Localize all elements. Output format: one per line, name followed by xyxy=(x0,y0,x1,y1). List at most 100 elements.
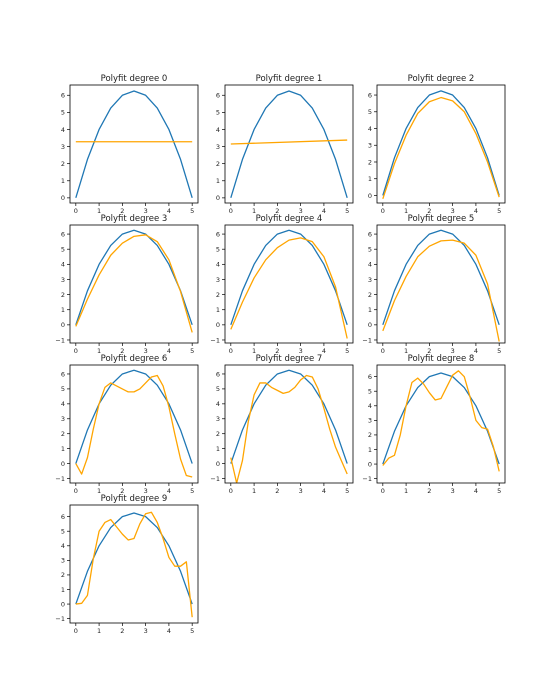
axes-frame xyxy=(376,364,506,484)
axes-frame xyxy=(224,364,354,484)
x-tick-label: 1 xyxy=(252,347,256,355)
x-tick-label: 5 xyxy=(345,347,349,355)
x-tick-label: 5 xyxy=(497,487,501,495)
x-tick-label: 4 xyxy=(167,207,171,215)
x-tick-label: 1 xyxy=(404,347,408,355)
x-tick-label: 4 xyxy=(474,347,478,355)
y-tick-label: 5 xyxy=(368,246,372,254)
polyfit-line xyxy=(75,374,193,478)
x-tick-label: 0 xyxy=(74,347,78,355)
y-tick-label: 0 xyxy=(216,194,220,202)
subplot-0: Polyfit degree 0 0 1 2 3 4 5 0 1 2 3 4 5 6 xyxy=(61,74,199,215)
true-curve-line xyxy=(75,369,193,464)
subplot-title: Polyfit degree 1 xyxy=(256,74,323,84)
y-tick-label: 3 xyxy=(368,417,372,425)
true-curve-line xyxy=(230,229,348,326)
y-tick-label: 2 xyxy=(368,431,372,439)
y-tick-label: 4 xyxy=(61,261,65,269)
y-tick-label: 6 xyxy=(61,370,65,378)
y-tick-label: −1 xyxy=(362,336,372,344)
subplot-1: Polyfit degree 1 0 1 2 3 4 5 0 1 2 3 4 5 6 xyxy=(216,74,354,215)
y-tick-label: 2 xyxy=(216,430,220,438)
true-curve-line xyxy=(382,372,500,465)
axes-frame xyxy=(69,224,199,344)
x-tick-label: 5 xyxy=(190,347,194,355)
y-tick-label: 6 xyxy=(61,230,65,238)
subplot-5: Polyfit degree 5 0 1 2 3 4 5 −1 0 1 2 3 4 5 6 xyxy=(362,214,506,355)
y-tick-label: 6 xyxy=(216,230,220,238)
true-curve-line xyxy=(382,229,500,326)
x-tick-label: 2 xyxy=(275,347,279,355)
y-tick-label: 5 xyxy=(61,109,65,117)
x-tick-label: 2 xyxy=(427,347,431,355)
axes-frame xyxy=(224,84,354,204)
y-tick-label: −1 xyxy=(55,336,65,344)
y-tick-label: 4 xyxy=(216,261,220,269)
axes-frame xyxy=(376,224,506,344)
x-tick-label: 2 xyxy=(275,207,279,215)
y-tick-label: 1 xyxy=(216,177,220,185)
y-tick-label: 6 xyxy=(368,91,372,99)
polyfit-line xyxy=(75,234,193,333)
x-tick-label: 2 xyxy=(120,487,124,495)
axes-frame xyxy=(376,84,506,204)
x-tick-label: 0 xyxy=(381,487,385,495)
y-tick-label: 3 xyxy=(216,415,220,423)
y-tick-label: 4 xyxy=(61,126,65,134)
axes-frame xyxy=(224,224,354,344)
y-tick-label: 0 xyxy=(216,321,220,329)
x-tick-label: 3 xyxy=(451,347,455,355)
x-tick-label: 5 xyxy=(345,207,349,215)
polyfit-line xyxy=(230,237,348,339)
y-tick-label: 1 xyxy=(368,306,372,314)
x-tick-label: 2 xyxy=(427,207,431,215)
x-tick-label: 4 xyxy=(167,487,171,495)
y-tick-label: 1 xyxy=(61,177,65,185)
x-tick-label: 0 xyxy=(74,207,78,215)
x-tick-label: 1 xyxy=(252,487,256,495)
y-tick-label: 0 xyxy=(368,321,372,329)
subplot-title: Polyfit degree 6 xyxy=(101,354,168,364)
axes-frame xyxy=(69,364,199,484)
y-tick-label: 6 xyxy=(368,373,372,381)
x-tick-label: 2 xyxy=(275,487,279,495)
x-tick-label: 3 xyxy=(299,347,303,355)
y-tick-label: −1 xyxy=(362,475,372,483)
true-curve-line xyxy=(230,369,348,464)
x-tick-label: 1 xyxy=(97,627,101,635)
x-tick-label: 2 xyxy=(427,487,431,495)
axes-frame xyxy=(69,504,199,624)
y-tick-label: 0 xyxy=(61,460,65,468)
polyfit-line xyxy=(230,374,348,483)
y-tick-label: 2 xyxy=(368,158,372,166)
x-tick-label: 1 xyxy=(404,487,408,495)
subplot-title: Polyfit degree 8 xyxy=(408,354,475,364)
y-tick-label: 5 xyxy=(61,246,65,254)
subplot-2: Polyfit degree 2 0 1 2 3 4 5 0 1 2 3 4 5 6 xyxy=(368,74,506,215)
axes-frame xyxy=(69,84,199,204)
true-curve-line xyxy=(230,90,348,199)
subplot-title: Polyfit degree 5 xyxy=(408,214,475,224)
y-tick-label: −1 xyxy=(210,475,220,483)
y-tick-label: 1 xyxy=(368,446,372,454)
subplot-title: Polyfit degree 4 xyxy=(256,214,323,224)
y-tick-label: 1 xyxy=(216,306,220,314)
x-tick-label: 3 xyxy=(299,487,303,495)
x-tick-label: 0 xyxy=(229,207,233,215)
x-tick-label: 4 xyxy=(322,487,326,495)
y-tick-label: 6 xyxy=(61,92,65,100)
y-tick-label: 1 xyxy=(61,306,65,314)
true-curve-line xyxy=(382,90,500,196)
x-tick-label: 5 xyxy=(190,627,194,635)
y-tick-label: 4 xyxy=(216,400,220,408)
subplot-4: Polyfit degree 4 0 1 2 3 4 5 −1 0 1 2 3 4 5 6 xyxy=(210,214,354,355)
true-curve-line xyxy=(75,512,193,605)
y-tick-label: 5 xyxy=(216,246,220,254)
y-tick-label: 3 xyxy=(61,143,65,151)
y-tick-label: 6 xyxy=(216,370,220,378)
subplot-title: Polyfit degree 9 xyxy=(101,494,168,504)
y-tick-label: 1 xyxy=(61,586,65,594)
x-tick-label: 5 xyxy=(345,487,349,495)
x-tick-label: 0 xyxy=(229,347,233,355)
